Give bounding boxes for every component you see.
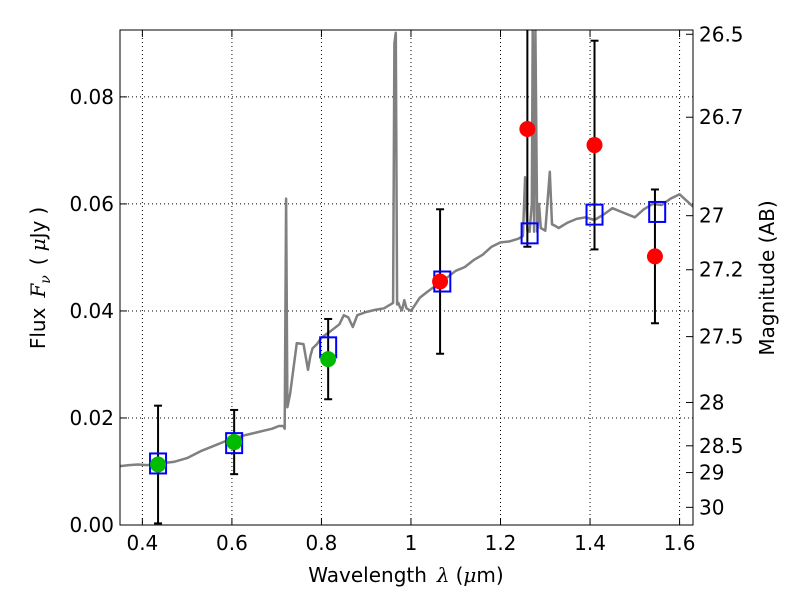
x-axis-label-unit: m): [476, 563, 503, 587]
mag-tick-label: 27: [699, 204, 724, 228]
y-tick-label: 0.06: [69, 192, 114, 216]
x-tick-label: 0.8: [306, 531, 338, 555]
observed-flux-point: [586, 137, 603, 154]
y-axis-label-symbol: F: [26, 283, 50, 299]
marker-layer: [149, 121, 667, 475]
spectrum-layer: [120, 30, 693, 468]
mag-tick-label: 27.5: [699, 325, 744, 349]
model-photometry-point: [585, 203, 604, 226]
x-tick-label: 1.4: [574, 531, 606, 555]
model-photometry-point: [648, 200, 667, 223]
mag-tick-label: 26.7: [699, 105, 744, 129]
x-axis-label-prefix: Wavelength: [308, 563, 427, 587]
y-axis-label-prefix: Flux: [26, 307, 50, 349]
observed-flux-point: [519, 121, 536, 137]
model-photometry-point: [225, 432, 244, 455]
observed-flux-point: [432, 273, 449, 290]
mag-tick-label: 28.5: [699, 434, 744, 458]
x-axis-label-paren: (: [456, 563, 464, 587]
y-axis-label-subscript: ν: [38, 275, 54, 284]
x-tick-label: 1.6: [664, 531, 696, 555]
y-axis-label-unit: Jy: [26, 220, 50, 240]
plot-frame: [119, 29, 694, 526]
model-photometry-point: [520, 222, 539, 245]
mag-tick-label: 26.5: [699, 22, 744, 46]
x-axis-label-symbol: λ: [436, 563, 450, 587]
y-axis-label-mu: μ: [26, 238, 50, 251]
y-tick-label: 0.02: [69, 406, 114, 430]
tick-label-layer: 0.4 0.6 0.8 1 1.2 1.4 1.6 0.00 0.02 0.04 0.06 0.08 2…: [69, 22, 743, 555]
mag-tick-label: 30: [699, 495, 724, 519]
observed-flux-point: [226, 434, 243, 451]
y-tick-label: 0.04: [69, 299, 114, 323]
tick-layer: [120, 30, 693, 526]
model-spectrum-line: [120, 30, 693, 468]
x-tick-label: 1.2: [485, 531, 517, 555]
y-axis-label-paren-close: ): [26, 207, 50, 215]
x-tick-label: 1: [405, 531, 418, 555]
y-tick-label: 0.08: [69, 85, 114, 109]
y2-axis-label: Magnitude (AB): [755, 200, 779, 355]
mag-tick-label: 28: [699, 390, 724, 414]
x-axis-label-mu: μ: [463, 563, 476, 587]
x-axis-label: Wavelength λ (μm): [308, 563, 503, 587]
observed-flux-point: [150, 456, 167, 473]
x-tick-label: 0.4: [126, 531, 158, 555]
y-tick-label: 0.00: [69, 513, 114, 537]
model-photometry-point: [149, 452, 168, 475]
observed-flux-point: [320, 351, 337, 368]
mag-tick-label: 27.2: [699, 258, 744, 282]
y-axis-label-paren-open: (: [26, 257, 50, 265]
x-tick-label: 0.6: [216, 531, 248, 555]
y-axis-label: Flux Fν ( μJy): [26, 207, 54, 349]
observed-flux-point: [646, 248, 663, 265]
plot-background: [120, 30, 693, 525]
mag-tick-label: 29: [699, 461, 724, 485]
